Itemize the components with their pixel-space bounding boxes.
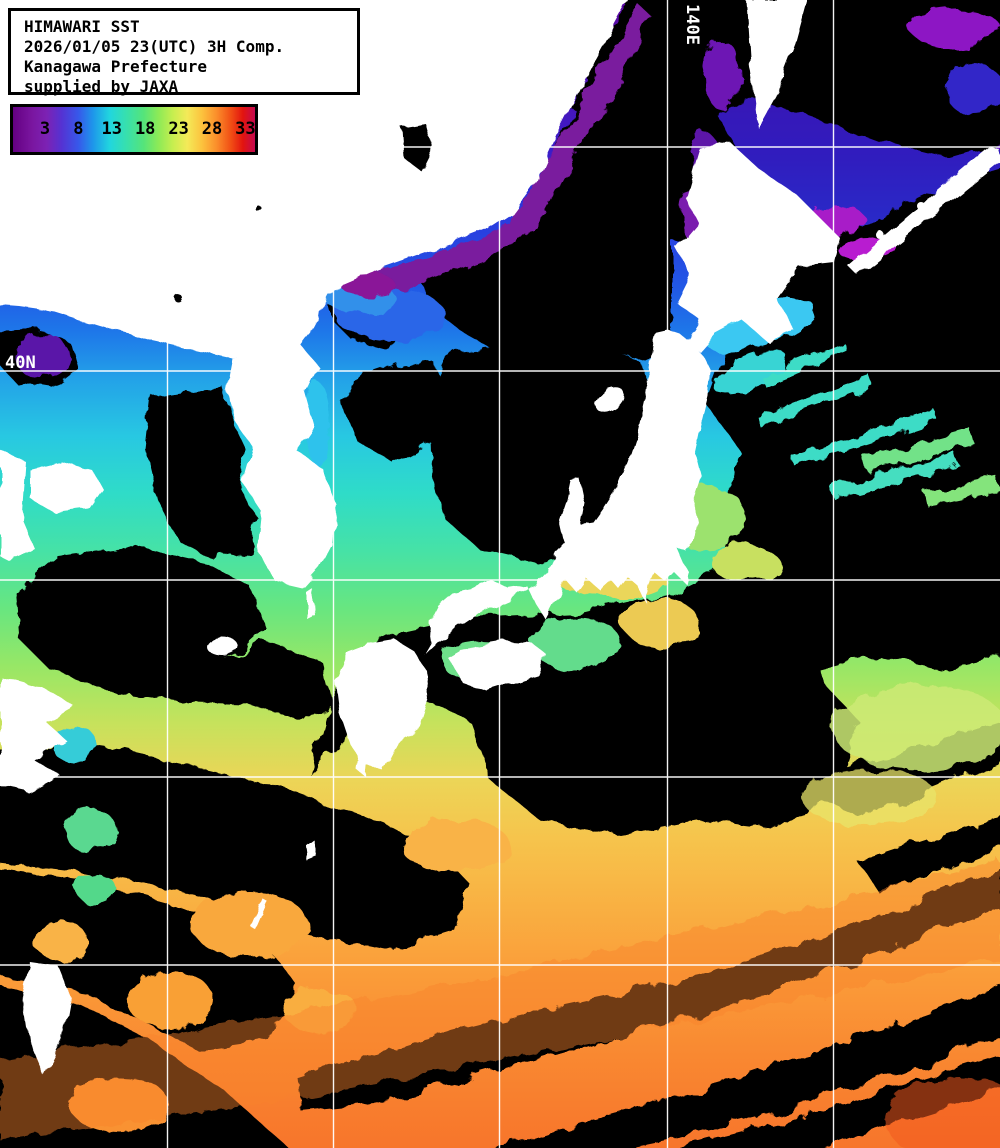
sea-patch: [530, 616, 620, 668]
sea-patch: [75, 873, 115, 903]
colorbar-tick: 18: [134, 119, 156, 139]
title-line-product: HIMAWARI SST: [24, 17, 140, 36]
coastal-purple-strip: [345, 4, 650, 300]
green-streak: [924, 477, 1000, 507]
title-line-region: Kanagawa Prefecture: [24, 57, 208, 76]
green-streak: [864, 429, 976, 473]
colorbar-tick: 33: [235, 119, 256, 139]
cloud-speck: [176, 296, 184, 304]
land-taiwan: [22, 962, 70, 1076]
land-islet: [876, 231, 884, 239]
cloud-shape: [146, 386, 256, 560]
title-line-supplier: supplied by JAXA: [24, 77, 179, 96]
land-tanegashima: [357, 746, 368, 776]
land-islet: [916, 201, 924, 209]
sea-patch: [712, 350, 788, 394]
colorbar-tick: 8: [73, 119, 84, 139]
colorbar-tick: 23: [168, 119, 189, 139]
sea-patch: [51, 728, 99, 762]
title-line-datetime: 2026/01/05 23(UTC) 3H Comp.: [24, 37, 285, 56]
cloud-shape: [0, 869, 298, 1050]
cyan-streak: [761, 343, 849, 387]
sea-patch: [704, 40, 740, 110]
colorbar-tick: 3: [39, 119, 51, 139]
land-hokkaido: [676, 142, 840, 352]
title-box: HIMAWARI SST 2026/01/05 23(UTC) 3H Comp.…: [8, 8, 360, 96]
sea-patch: [802, 770, 938, 826]
sea-patch: [910, 8, 1000, 48]
warm-corner: [885, 1078, 1000, 1148]
colorbar-tick: 28: [201, 119, 223, 139]
sea-patch: [64, 808, 116, 852]
land-kuril-islands: [848, 146, 1000, 276]
land-jeju: [206, 637, 238, 655]
sea-patch: [711, 545, 779, 581]
land-honshu: [425, 330, 710, 655]
land-shandong: [30, 462, 102, 512]
sea-patch: [192, 892, 308, 958]
land-amami: [306, 840, 318, 862]
cloud-shape: [858, 815, 1000, 892]
colorbar-tick: 13: [101, 119, 123, 139]
cloud-shape: [0, 742, 468, 950]
sea-patch: [832, 685, 1000, 771]
cloud-shape: [16, 546, 332, 722]
sea-patch: [622, 598, 698, 646]
cloud-shape: [310, 520, 1000, 835]
land-yangtze-coast: [0, 676, 74, 792]
sea-patch: [340, 275, 396, 295]
land-sakhalin: [746, 0, 808, 128]
colorbar-gradient: [13, 107, 255, 152]
land-kyushu: [335, 639, 429, 772]
land-sado: [595, 387, 625, 413]
sea-patch: [400, 819, 510, 871]
longitude-label: 140E: [682, 4, 702, 45]
land-tsushima: [306, 588, 314, 618]
cyan-streak: [791, 409, 939, 467]
land-okinawa: [250, 898, 268, 930]
cloud-shape: [342, 360, 446, 462]
sea-patch: [32, 922, 88, 958]
land-korea: [226, 344, 336, 588]
land-shikoku: [450, 641, 546, 690]
cyan-streak: [756, 374, 874, 429]
cyan-streak: [830, 453, 960, 499]
land-china-coast: [0, 450, 34, 560]
cloud-speck: [257, 207, 263, 213]
cloud-shape: [506, 987, 1000, 1148]
sea-patch: [945, 65, 1000, 115]
temperature-colorbar: 3 8 13 18 23 28 33: [10, 104, 258, 155]
sea-patch: [305, 383, 331, 467]
latitude-label: 40N: [5, 353, 36, 373]
sea-patch: [126, 972, 214, 1028]
sea-patch: [14, 334, 70, 378]
